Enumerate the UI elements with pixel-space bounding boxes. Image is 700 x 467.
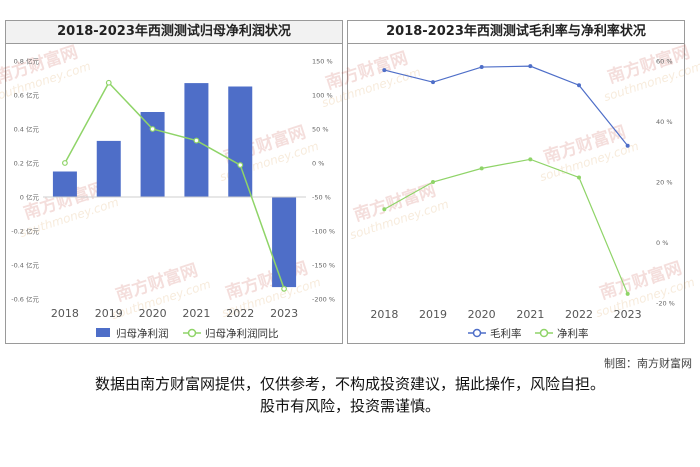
legend-label: 归母净利润同比	[205, 327, 279, 340]
y-right-tick-label: 0 %	[656, 239, 668, 247]
point-gross-margin	[528, 64, 533, 69]
y-right-tick-label: 50 %	[312, 126, 329, 134]
y-left-tick-label: 0 亿元	[20, 193, 40, 202]
y-left-tick-label: 0.4 亿元	[14, 125, 40, 134]
point-yoy	[62, 160, 68, 166]
y-left-tick-label: -0.6 亿元	[11, 295, 39, 304]
y-right-tick-label: -20 %	[656, 300, 675, 308]
legend-label: 毛利率	[490, 327, 522, 340]
y-right-tick-label: -200 %	[312, 296, 335, 304]
y-left-tick-label: 0.6 亿元	[14, 91, 40, 100]
x-tick-label: 2020	[468, 308, 496, 321]
y-right-tick-label: -50 %	[312, 194, 331, 202]
point-yoy	[237, 162, 244, 168]
point-gross-margin	[577, 83, 581, 88]
point-net-margin	[479, 166, 484, 171]
point-yoy	[149, 126, 156, 132]
bar-net-profit	[96, 140, 121, 197]
point-yoy	[281, 285, 287, 292]
bar-net-profit	[140, 112, 165, 197]
disclaimer-line-2: 股市有风险，投资需谨慎。	[259, 397, 440, 415]
x-tick-label: 2023	[270, 307, 298, 320]
point-gross-margin	[479, 65, 484, 70]
legend-swatch	[96, 328, 110, 337]
y-right-tick-label: -100 %	[312, 228, 335, 236]
y-left-tick-label: 0.2 亿元	[14, 159, 40, 168]
y-right-tick-label: 0 %	[312, 160, 324, 168]
chart-title: 2018-2023年西测测试归母净利润状况	[6, 21, 342, 44]
series-line-gross-margin	[384, 65, 629, 147]
point-net-margin	[577, 175, 581, 180]
disclaimer: 数据由南方财富网提供，仅供参考，不构成投资建议，据此操作，风险自担。 股市有风险…	[0, 373, 700, 417]
y-right-tick-label: 100 %	[312, 92, 333, 100]
legend-swatch	[187, 328, 197, 338]
x-tick-label: 2021	[516, 308, 544, 321]
point-net-margin	[431, 180, 435, 184]
series-line-yoy	[64, 81, 285, 290]
legend-swatch	[472, 328, 482, 338]
legend-label: 净利率	[557, 327, 589, 340]
x-tick-label: 2021	[182, 307, 210, 320]
y-left-tick-label: -0.2 亿元	[11, 227, 39, 236]
chart-panel-net-profit: 2018-2023年西测测试归母净利润状况 南方财富网 southmoney.co…	[0, 20, 343, 344]
chart-panel-margins: 2018-2023年西测测试毛利率与净利率状况 南方财富网 southmoney.…	[320, 20, 700, 344]
bar-net-profit	[228, 86, 253, 197]
legend-label: 归母净利润	[116, 327, 169, 340]
x-tick-label: 2022	[565, 308, 593, 321]
x-tick-label: 2019	[95, 307, 123, 320]
margin-chart: 南方财富网southmoney.com南方财富网southmoney.com南方…	[320, 42, 700, 340]
point-gross-margin	[625, 143, 630, 148]
point-net-margin	[382, 207, 387, 212]
x-tick-label: 2018	[51, 307, 79, 320]
x-tick-label: 2019	[419, 308, 447, 321]
legend-swatch	[539, 328, 549, 338]
y-right-tick-label: 40 %	[656, 118, 673, 126]
watermark-group: 南方财富网southmoney.com南方财富网southmoney.com南方…	[320, 42, 700, 321]
y-right-tick-label: -150 %	[312, 262, 335, 270]
y-right-tick-label: 60 %	[656, 58, 673, 66]
x-tick-label: 2022	[226, 307, 254, 320]
point-gross-margin	[382, 68, 387, 73]
point-gross-margin	[431, 80, 435, 85]
disclaimer-line-1: 数据由南方财富网提供，仅供参考，不构成投资建议，据此操作，风险自担。	[94, 375, 605, 393]
x-tick-label: 2023	[614, 308, 642, 321]
point-net-margin	[528, 157, 533, 162]
series-line-net-margin	[384, 158, 629, 295]
chart-title: 2018-2023年西测测试毛利率与净利率状况	[348, 21, 684, 44]
net-profit-chart: 南方财富网southmoney.com南方财富网southmoney.com南方…	[0, 42, 335, 340]
chart-credit: 制图：南方财富网	[604, 357, 692, 370]
x-tick-label: 2018	[370, 308, 398, 321]
bar-net-profit	[272, 197, 297, 288]
y-left-tick-label: 0.8 亿元	[14, 57, 40, 66]
x-tick-label: 2020	[139, 307, 167, 320]
y-right-tick-label: 150 %	[312, 58, 333, 66]
point-net-margin	[625, 291, 630, 296]
bar-net-profit	[52, 171, 77, 197]
point-yoy	[105, 79, 112, 86]
y-left-tick-label: -0.4 亿元	[11, 261, 39, 270]
point-yoy	[193, 137, 200, 144]
y-right-tick-label: 20 %	[656, 179, 673, 187]
